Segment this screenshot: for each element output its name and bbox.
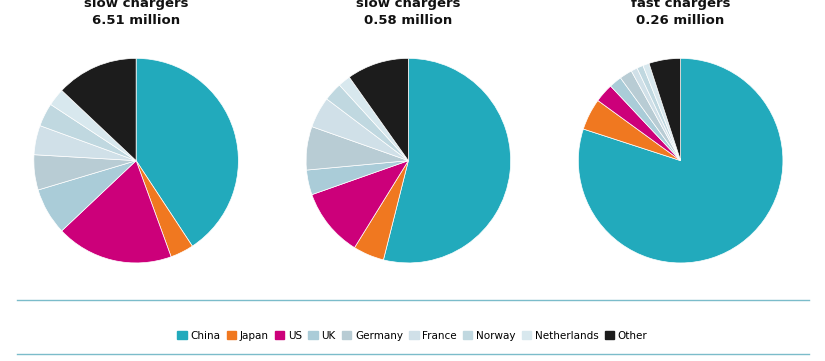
Wedge shape [620, 71, 681, 161]
Wedge shape [307, 161, 408, 195]
Wedge shape [384, 58, 511, 263]
Title: Publicly accessible
electric vehicle
fast chargers
0.26 million: Publicly accessible electric vehicle fas… [610, 0, 751, 27]
Wedge shape [312, 99, 408, 161]
Legend: China, Japan, US, UK, Germany, France, Norway, Netherlands, Other: China, Japan, US, UK, Germany, France, N… [173, 327, 652, 345]
Title: Publicly accessible
electric vehicle
slow chargers
0.58 million: Publicly accessible electric vehicle slo… [338, 0, 478, 27]
Wedge shape [631, 68, 681, 161]
Wedge shape [34, 126, 136, 161]
Wedge shape [349, 58, 408, 161]
Wedge shape [38, 161, 136, 231]
Wedge shape [62, 161, 171, 263]
Wedge shape [40, 104, 136, 161]
Wedge shape [306, 127, 408, 170]
Wedge shape [637, 66, 681, 161]
Wedge shape [649, 58, 681, 161]
Wedge shape [598, 86, 681, 161]
Wedge shape [136, 161, 192, 257]
Wedge shape [643, 63, 681, 161]
Wedge shape [62, 58, 136, 161]
Wedge shape [327, 85, 408, 161]
Wedge shape [355, 161, 408, 260]
Wedge shape [583, 100, 681, 161]
Wedge shape [34, 155, 136, 190]
Wedge shape [578, 58, 783, 263]
Wedge shape [339, 77, 408, 161]
Wedge shape [136, 58, 238, 246]
Wedge shape [50, 91, 136, 161]
Wedge shape [312, 161, 408, 248]
Wedge shape [610, 78, 681, 161]
Title: Private
electric vehicle
slow chargers
6.51 million: Private electric vehicle slow chargers 6… [79, 0, 193, 27]
